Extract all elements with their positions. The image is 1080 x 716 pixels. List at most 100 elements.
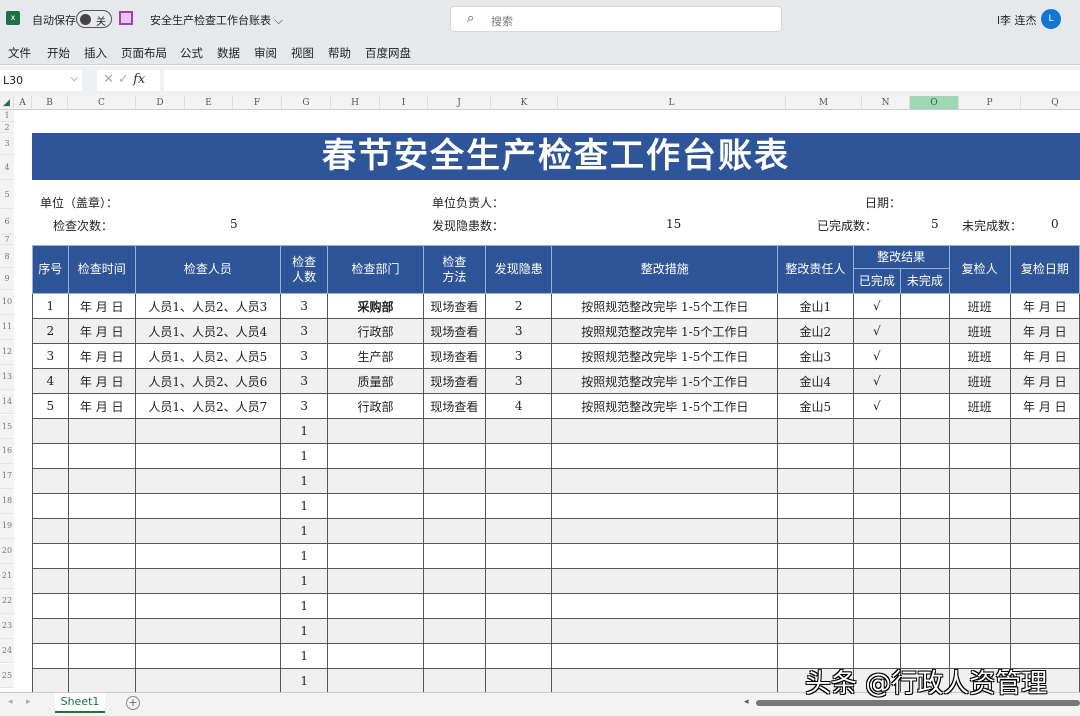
menu-page-layout[interactable]: 页面布局 — [121, 46, 167, 60]
row-header[interactable]: 19 — [0, 514, 14, 539]
table-cell[interactable]: 3 — [279, 368, 329, 394]
row-header[interactable]: 8 — [0, 245, 14, 268]
formula-input[interactable] — [164, 70, 1080, 91]
table-cell[interactable] — [948, 468, 1011, 494]
table-cell[interactable] — [852, 568, 902, 594]
table-cell[interactable]: 班班 — [948, 318, 1011, 344]
table-cell[interactable]: 1 — [279, 543, 329, 569]
column-header[interactable]: A — [14, 96, 32, 110]
table-cell[interactable] — [327, 468, 424, 494]
table-cell[interactable] — [134, 668, 281, 694]
table-cell[interactable] — [900, 468, 950, 494]
column-header[interactable]: K — [491, 96, 558, 110]
table-cell[interactable]: 按照规范整改完毕 1-5个工作日 — [551, 368, 779, 394]
table-cell[interactable]: 年 月 日 — [67, 343, 136, 369]
table-cell[interactable] — [551, 468, 779, 494]
table-cell[interactable] — [948, 643, 1011, 669]
table-cell[interactable] — [551, 518, 779, 544]
confirm-icon[interactable]: ✓ — [118, 72, 129, 87]
table-cell[interactable] — [948, 618, 1011, 644]
table-cell[interactable] — [900, 618, 950, 644]
table-cell[interactable]: 现场查看 — [422, 393, 487, 419]
table-cell[interactable] — [1009, 418, 1080, 444]
row-header[interactable]: 5 — [0, 180, 14, 209]
table-cell[interactable]: 行政部 — [327, 393, 424, 419]
table-cell[interactable]: 1 — [279, 418, 329, 444]
table-cell[interactable] — [852, 593, 902, 619]
table-cell[interactable]: 人员1、人员2、人员7 — [134, 393, 281, 419]
table-cell[interactable]: 1 — [32, 293, 69, 319]
row-header[interactable]: 21 — [0, 563, 14, 589]
table-cell[interactable] — [422, 443, 487, 469]
column-header[interactable]: B — [32, 96, 68, 110]
table-cell[interactable] — [551, 643, 779, 669]
row-header[interactable]: 3 — [0, 133, 14, 155]
table-cell[interactable]: 3 — [485, 368, 553, 394]
table-cell[interactable] — [32, 568, 69, 594]
table-cell[interactable]: 生产部 — [327, 343, 424, 369]
column-header[interactable]: I — [380, 96, 428, 110]
table-cell[interactable] — [551, 443, 779, 469]
table-cell[interactable] — [32, 468, 69, 494]
table-cell[interactable] — [900, 568, 950, 594]
table-cell[interactable] — [1009, 593, 1080, 619]
table-cell[interactable]: 1 — [279, 518, 329, 544]
table-cell[interactable] — [32, 493, 69, 519]
table-cell[interactable] — [134, 418, 281, 444]
table-cell[interactable] — [134, 493, 281, 519]
table-cell[interactable]: 1 — [279, 668, 329, 694]
row-header[interactable]: 12 — [0, 339, 14, 365]
table-cell[interactable] — [777, 543, 854, 569]
table-cell[interactable]: 5 — [32, 393, 69, 419]
table-cell[interactable]: 1 — [279, 593, 329, 619]
table-cell[interactable] — [67, 643, 136, 669]
table-cell[interactable] — [32, 443, 69, 469]
table-cell[interactable] — [1009, 518, 1080, 544]
table-cell[interactable] — [422, 543, 487, 569]
table-cell[interactable] — [852, 618, 902, 644]
table-cell[interactable] — [948, 493, 1011, 519]
table-cell[interactable] — [485, 468, 553, 494]
table-cell[interactable] — [777, 568, 854, 594]
row-header[interactable]: 20 — [0, 539, 14, 564]
menu-help[interactable]: 帮助 — [328, 46, 351, 60]
table-cell[interactable]: 1 — [279, 443, 329, 469]
table-cell[interactable] — [422, 493, 487, 519]
column-header[interactable]: Q — [1021, 96, 1080, 110]
table-cell[interactable] — [551, 418, 779, 444]
table-cell[interactable]: 年 月 日 — [67, 293, 136, 319]
table-cell[interactable] — [67, 443, 136, 469]
column-header[interactable]: N — [862, 96, 910, 110]
table-cell[interactable] — [327, 618, 424, 644]
table-cell[interactable]: 年 月 日 — [1009, 343, 1080, 369]
table-cell[interactable]: 按照规范整改完毕 1-5个工作日 — [551, 318, 779, 344]
table-cell[interactable] — [1009, 443, 1080, 469]
table-cell[interactable] — [422, 668, 487, 694]
row-header[interactable]: 23 — [0, 613, 14, 639]
column-header[interactable]: M — [786, 96, 862, 110]
table-cell[interactable] — [67, 593, 136, 619]
table-cell[interactable] — [852, 518, 902, 544]
table-cell[interactable] — [134, 643, 281, 669]
table-cell[interactable] — [485, 618, 553, 644]
row-header[interactable]: 6 — [0, 209, 14, 235]
table-cell[interactable] — [852, 668, 902, 694]
table-cell[interactable] — [948, 543, 1011, 569]
table-cell[interactable] — [900, 318, 950, 344]
fx-icon[interactable]: fx — [133, 72, 146, 87]
table-cell[interactable] — [551, 568, 779, 594]
row-header[interactable]: 11 — [0, 314, 14, 340]
table-cell[interactable] — [32, 618, 69, 644]
menu-review[interactable]: 审阅 — [254, 46, 277, 60]
table-cell[interactable]: 年 月 日 — [1009, 368, 1080, 394]
table-cell[interactable] — [777, 443, 854, 469]
table-cell[interactable] — [67, 618, 136, 644]
table-cell[interactable]: 现场查看 — [422, 343, 487, 369]
tab-sheet1[interactable]: Sheet1 — [55, 693, 105, 713]
row-header[interactable]: 9 — [0, 268, 14, 290]
save-icon[interactable] — [119, 11, 133, 25]
table-cell[interactable] — [948, 443, 1011, 469]
table-cell[interactable] — [777, 493, 854, 519]
table-cell[interactable]: 年 月 日 — [67, 393, 136, 419]
table-cell[interactable] — [32, 543, 69, 569]
